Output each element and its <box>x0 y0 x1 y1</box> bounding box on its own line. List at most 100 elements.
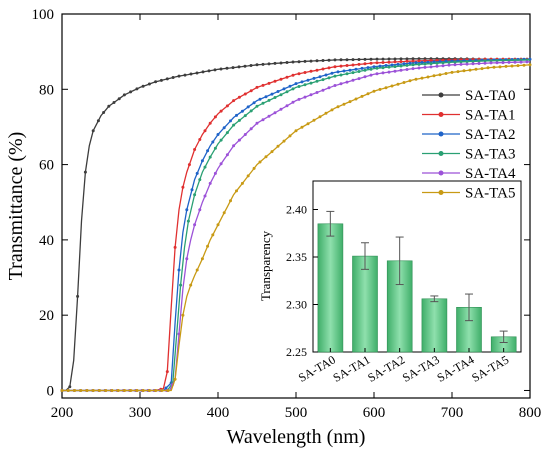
data-point <box>354 67 358 71</box>
data-point <box>297 97 301 101</box>
data-point <box>381 71 385 75</box>
data-point <box>285 90 289 94</box>
data-point <box>165 370 169 374</box>
data-point <box>348 100 352 104</box>
data-point <box>279 93 283 97</box>
data-point <box>213 171 217 175</box>
data-point <box>432 74 436 78</box>
data-point <box>200 257 204 261</box>
data-point <box>270 92 274 96</box>
data-point <box>66 389 70 392</box>
data-point <box>474 67 478 71</box>
data-point <box>327 58 331 62</box>
data-point <box>366 66 370 70</box>
data-point <box>384 64 388 67</box>
data-point <box>513 60 517 64</box>
data-point <box>246 174 250 178</box>
data-point <box>480 67 484 71</box>
data-point <box>357 77 361 81</box>
data-point <box>405 63 409 67</box>
data-point <box>261 62 265 66</box>
data-point <box>198 178 202 182</box>
data-point <box>387 65 391 69</box>
data-point <box>240 181 244 185</box>
data-point <box>363 75 367 79</box>
inset-y-tick-label: 2.35 <box>286 250 307 264</box>
data-point <box>411 59 415 63</box>
data-point <box>96 119 100 123</box>
data-point <box>489 59 493 63</box>
data-point <box>166 389 170 392</box>
data-point <box>258 97 262 101</box>
data-point <box>213 146 217 150</box>
inset-category-label: SA-TA1 <box>331 352 373 384</box>
legend-entry: SA-TA1 <box>422 108 515 124</box>
data-point <box>165 77 169 81</box>
data-point <box>273 79 277 83</box>
data-point <box>519 60 523 64</box>
data-point <box>429 59 433 62</box>
data-point <box>351 58 355 62</box>
data-point <box>387 70 391 74</box>
data-point <box>190 188 194 192</box>
legend-label: SA-TA4 <box>465 166 516 182</box>
data-point <box>399 68 403 72</box>
data-point <box>249 64 253 67</box>
data-point <box>405 59 409 63</box>
data-point <box>232 144 236 148</box>
data-point <box>258 160 262 164</box>
data-point <box>486 66 490 70</box>
data-point <box>390 63 394 67</box>
data-point <box>309 69 313 73</box>
data-point <box>249 127 253 131</box>
data-point <box>255 85 259 89</box>
data-point <box>195 268 199 272</box>
data-point <box>129 90 133 94</box>
data-point <box>147 389 151 392</box>
data-point <box>276 90 280 93</box>
data-point <box>426 60 430 64</box>
data-point <box>399 60 403 64</box>
data-point <box>294 82 298 86</box>
data-point <box>528 63 532 67</box>
data-point <box>501 59 505 62</box>
x-tick-label: 600 <box>363 405 386 421</box>
data-point <box>187 163 191 167</box>
data-point <box>321 78 325 82</box>
data-point <box>483 61 487 65</box>
data-point <box>225 131 229 135</box>
data-point <box>231 66 235 70</box>
data-point <box>378 87 382 91</box>
data-point <box>279 107 283 111</box>
x-tick-label: 500 <box>285 405 308 421</box>
bar-sa-ta3 <box>421 298 448 353</box>
data-point <box>267 114 271 118</box>
data-point <box>243 114 247 118</box>
data-point <box>390 84 394 88</box>
data-point <box>363 62 367 66</box>
data-point <box>267 98 271 102</box>
data-point <box>201 70 205 74</box>
data-point <box>345 72 349 76</box>
data-point <box>252 166 256 170</box>
data-point <box>312 118 316 122</box>
data-point <box>173 245 177 249</box>
data-point <box>122 389 126 392</box>
data-point <box>417 57 421 61</box>
data-point <box>468 68 472 72</box>
data-point <box>393 60 397 64</box>
data-point <box>435 64 439 68</box>
data-point <box>68 385 72 389</box>
data-point <box>237 118 241 122</box>
data-point <box>339 73 343 77</box>
data-point <box>447 63 451 67</box>
data-point <box>339 58 343 62</box>
data-point <box>495 61 499 65</box>
legend-entry: SA-TA0 <box>422 88 515 104</box>
data-point <box>273 61 277 65</box>
inset-y-tick-label: 2.25 <box>286 345 307 359</box>
data-point <box>330 71 334 75</box>
data-point <box>154 80 158 84</box>
data-point <box>185 208 189 212</box>
